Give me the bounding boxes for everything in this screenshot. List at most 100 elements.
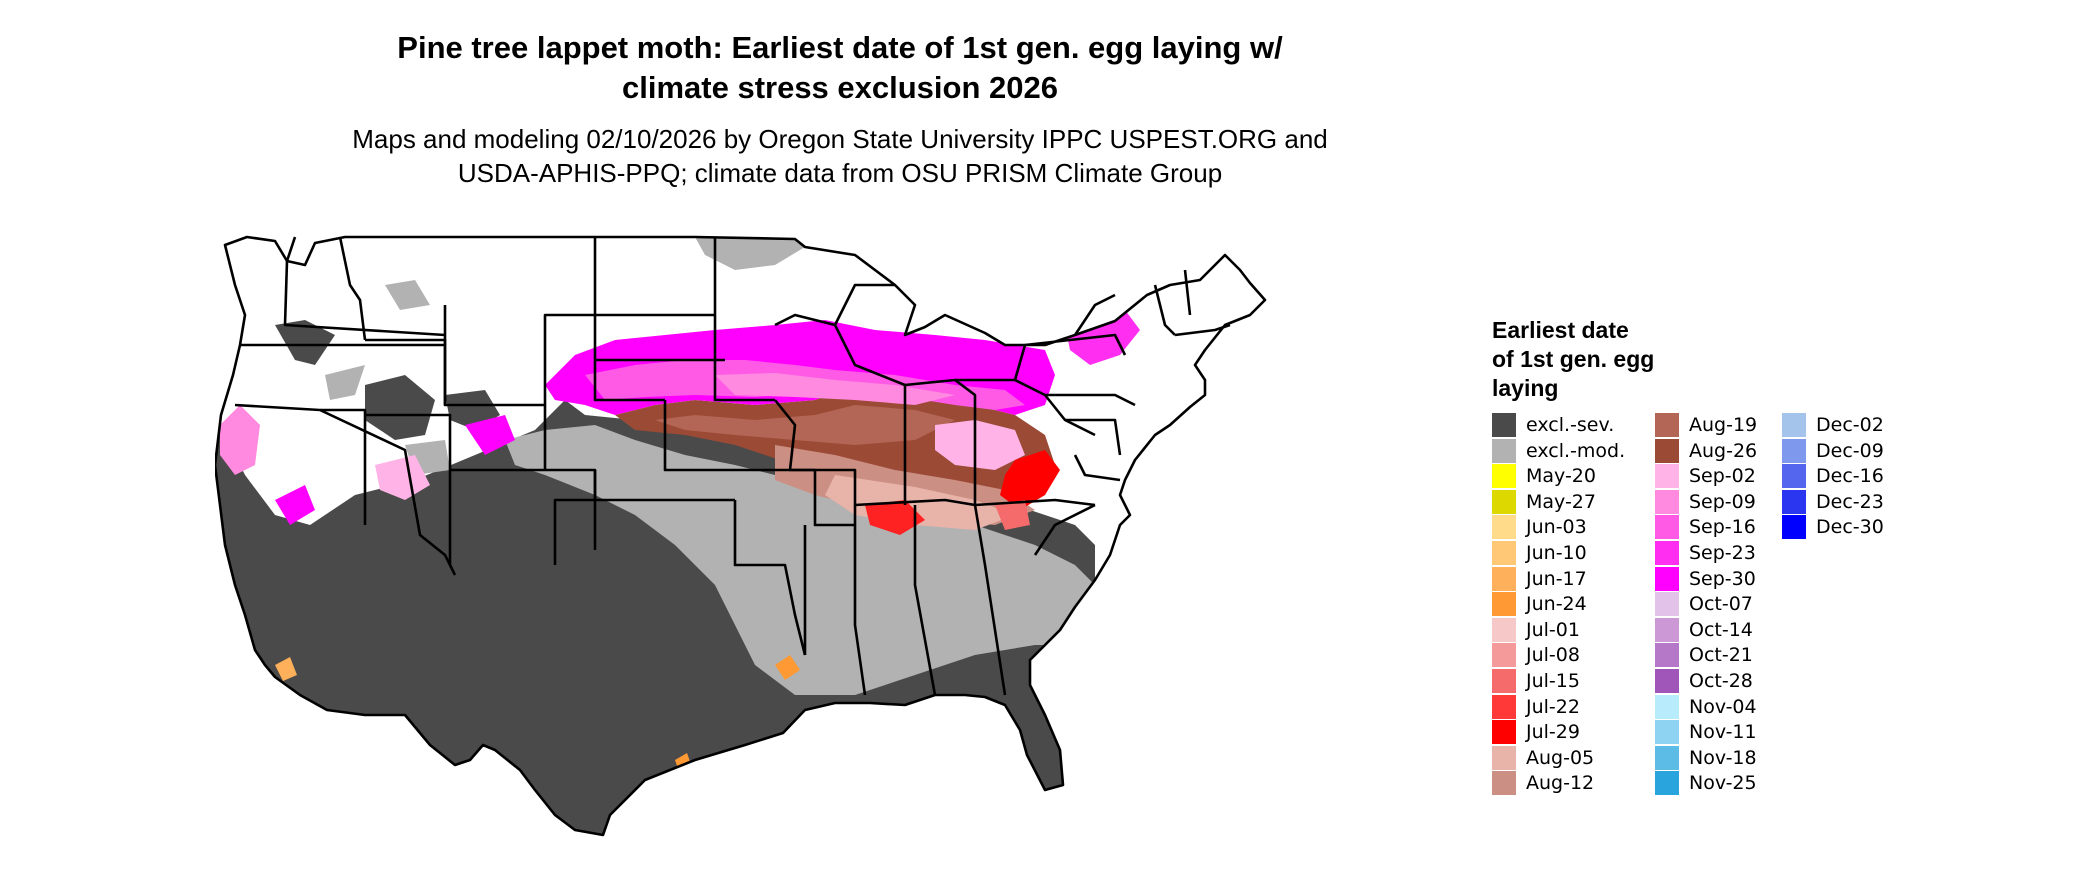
legend-column-3: Dec-02 Dec-09 Dec-16 Dec-23 Dec-30: [1782, 412, 1952, 540]
map-subtitle-line-2: USDA-APHIS-PPQ; climate data from OSU PR…: [457, 158, 1223, 188]
legend-swatch: [1492, 643, 1516, 668]
legend-label: Nov-18: [1689, 746, 1757, 769]
legend-item: Aug-26: [1655, 438, 1825, 464]
legend-swatch: [1782, 438, 1806, 463]
legend-swatch: [1492, 617, 1516, 642]
legend-label: Jun-17: [1526, 567, 1587, 590]
legend-swatch: [1782, 489, 1806, 514]
legend-item: Sep-16: [1655, 514, 1825, 540]
legend-label: Dec-16: [1816, 465, 1884, 488]
legend-item: Dec-16: [1782, 463, 1952, 489]
legend-swatch: [1492, 464, 1516, 489]
legend-swatch: [1655, 643, 1679, 668]
legend-swatch: [1655, 566, 1679, 591]
legend-item: Dec-23: [1782, 489, 1952, 515]
legend-item: Jun-17: [1492, 566, 1662, 592]
legend-item: Jul-15: [1492, 668, 1662, 694]
legend-label: Aug-05: [1526, 746, 1595, 769]
legend-label: Aug-12: [1526, 772, 1595, 795]
map-title-line-2: climate stress exclusion 2026: [622, 70, 1058, 105]
map-legend: Earliest date of 1st gen. egg laying exc…: [1492, 316, 1932, 806]
legend-swatch: [1492, 720, 1516, 745]
legend-swatch: [1655, 592, 1679, 617]
legend-swatch: [1655, 489, 1679, 514]
legend-label: May-27: [1526, 490, 1596, 513]
us-map: [215, 225, 1395, 880]
legend-label: Oct-28: [1689, 669, 1753, 692]
legend-label: Sep-09: [1689, 490, 1756, 513]
legend-item: Dec-02: [1782, 412, 1952, 438]
legend-label: Sep-16: [1689, 516, 1756, 539]
legend-swatch: [1655, 745, 1679, 770]
legend-swatch: [1492, 694, 1516, 719]
legend-title-line-1: Earliest date: [1492, 317, 1629, 343]
legend-swatch: [1655, 720, 1679, 745]
legend-swatch: [1655, 413, 1679, 437]
legend-swatch: [1655, 515, 1679, 540]
legend-label: Dec-02: [1816, 414, 1884, 436]
legend-item: Nov-04: [1655, 694, 1825, 720]
legend-item: Aug-05: [1492, 745, 1662, 771]
map-subtitle-line-1: Maps and modeling 02/10/2026 by Oregon S…: [352, 124, 1328, 154]
legend-swatch: [1492, 745, 1516, 770]
map-title-line-1: Pine tree lappet moth: Earliest date of …: [397, 30, 1283, 65]
legend-label: Jun-24: [1526, 593, 1587, 616]
legend-item: Jul-01: [1492, 617, 1662, 643]
legend-column-1: excl.-sev. excl.-mod. May-20 May-27 Jun-03 Ju…: [1492, 412, 1662, 796]
legend-column-2: Aug-19 Aug-26 Sep-02 Sep-09 Sep-16 Sep-23 Sep-…: [1655, 412, 1825, 796]
legend-label: Sep-30: [1689, 567, 1756, 590]
legend-item: Jun-24: [1492, 591, 1662, 617]
legend-swatch: [1655, 438, 1679, 463]
legend-item: May-27: [1492, 489, 1662, 515]
map-subtitle: Maps and modeling 02/10/2026 by Oregon S…: [300, 122, 1380, 190]
legend-label: Oct-21: [1689, 644, 1753, 667]
legend-swatch: [1655, 668, 1679, 693]
legend-label: Oct-07: [1689, 593, 1753, 616]
legend-item: Aug-19: [1655, 412, 1825, 438]
legend-label: Sep-23: [1689, 541, 1756, 564]
legend-swatch: [1492, 592, 1516, 617]
legend-label: Nov-04: [1689, 695, 1757, 718]
legend-label: Jun-10: [1526, 541, 1587, 564]
legend-item: Sep-09: [1655, 489, 1825, 515]
legend-label: Jun-03: [1526, 516, 1587, 539]
legend-swatch: [1492, 771, 1516, 796]
legend-label: May-20: [1526, 465, 1596, 488]
legend-item: Oct-21: [1655, 642, 1825, 668]
legend-label: Nov-25: [1689, 772, 1757, 795]
legend-swatch: [1492, 438, 1516, 463]
legend-label: Aug-26: [1689, 439, 1758, 462]
legend-label: excl.-sev.: [1526, 414, 1615, 436]
legend-swatch: [1655, 694, 1679, 719]
legend-label: Nov-11: [1689, 721, 1757, 744]
legend-swatch: [1492, 566, 1516, 591]
legend-item: Sep-02: [1655, 463, 1825, 489]
legend-item: Nov-11: [1655, 719, 1825, 745]
us-map-svg: [215, 235, 1267, 837]
legend-item: Sep-23: [1655, 540, 1825, 566]
legend-item: Jul-29: [1492, 719, 1662, 745]
legend-swatch: [1655, 540, 1679, 565]
legend-swatch: [1492, 413, 1516, 437]
legend-item: May-20: [1492, 463, 1662, 489]
state-boundaries: [215, 235, 1267, 837]
legend-swatch: [1782, 515, 1806, 540]
legend-label: Dec-30: [1816, 516, 1884, 539]
legend-swatch: [1782, 413, 1806, 437]
legend-item: Jun-10: [1492, 540, 1662, 566]
legend-swatch: [1782, 464, 1806, 489]
legend-swatch: [1492, 489, 1516, 514]
legend-label: Jul-01: [1526, 618, 1580, 641]
legend-item: Oct-14: [1655, 617, 1825, 643]
legend-item: Nov-25: [1655, 770, 1825, 796]
legend-swatch: [1655, 617, 1679, 642]
legend-item: Aug-12: [1492, 770, 1662, 796]
legend-title: Earliest date of 1st gen. egg laying: [1492, 316, 1712, 403]
legend-item: Jun-03: [1492, 514, 1662, 540]
legend-swatch: [1492, 668, 1516, 693]
legend-label: excl.-mod.: [1526, 439, 1626, 462]
legend-item: Oct-28: [1655, 668, 1825, 694]
legend-swatch: [1655, 771, 1679, 796]
legend-swatch: [1492, 540, 1516, 565]
legend-label: Dec-23: [1816, 490, 1884, 513]
